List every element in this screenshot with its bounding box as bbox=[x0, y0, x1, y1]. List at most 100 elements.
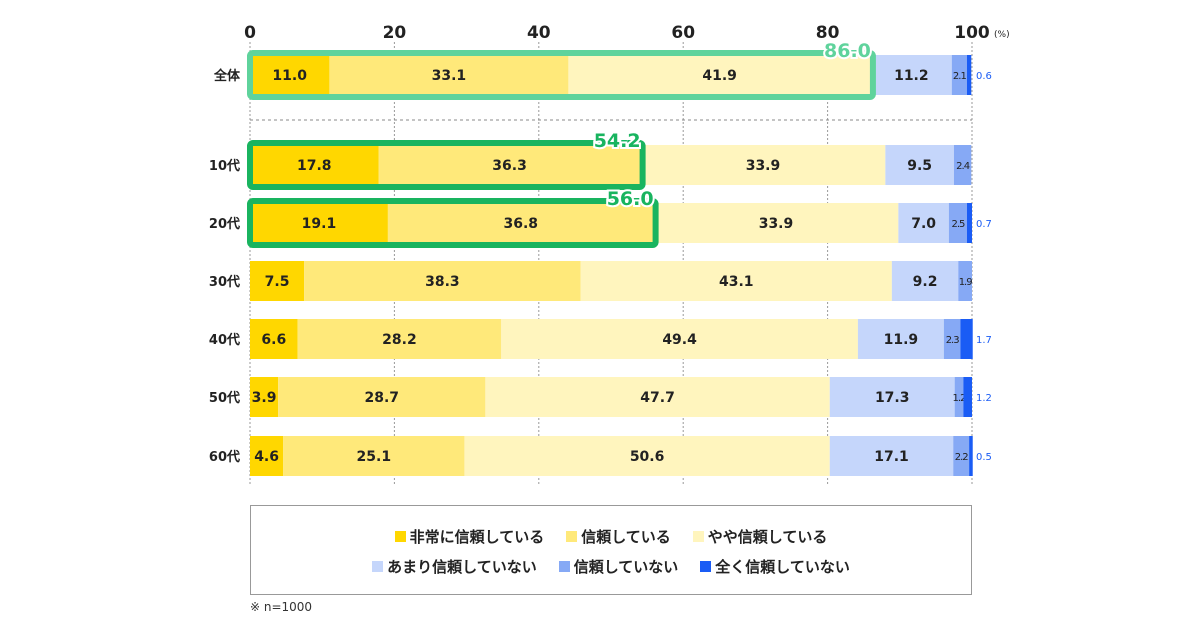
category-label: 50代 bbox=[209, 390, 240, 406]
legend-label: 非常に信頼している bbox=[409, 528, 545, 546]
bar-segment bbox=[960, 319, 973, 359]
legend-swatch bbox=[372, 561, 384, 572]
bar-segment bbox=[953, 436, 970, 476]
legend-label: 全く信頼していない bbox=[715, 558, 850, 576]
data-label: 0.7 bbox=[976, 219, 992, 230]
bar-segment bbox=[857, 319, 944, 359]
data-label: 36.3 bbox=[492, 158, 527, 174]
highlight-box bbox=[247, 140, 646, 190]
bar-segment bbox=[387, 203, 654, 243]
bar-segment bbox=[954, 377, 964, 417]
highlight-box bbox=[247, 198, 659, 248]
legend-item: 非常に信頼している bbox=[394, 526, 545, 547]
legend-item: やや信頼している bbox=[692, 526, 828, 547]
x-tick-label: 20 bbox=[383, 23, 407, 43]
bar-segment bbox=[653, 203, 899, 243]
legend-label: 信頼していない bbox=[573, 558, 679, 576]
data-label: 17.3 bbox=[875, 390, 910, 406]
bar-segment bbox=[951, 55, 967, 95]
bar-segment bbox=[953, 145, 972, 185]
legend-label: やや信頼している bbox=[707, 528, 828, 546]
legend: 非常に信頼している 信頼している やや信頼している あまり信頼していない 信頼していな… bbox=[250, 505, 972, 595]
category-label: 20代 bbox=[209, 216, 240, 232]
bar-segment bbox=[250, 145, 379, 185]
legend-swatch bbox=[394, 531, 406, 542]
bar-segment bbox=[966, 55, 972, 95]
legend-swatch bbox=[566, 531, 578, 542]
data-label: 2.1 bbox=[953, 71, 967, 82]
bar-segment bbox=[829, 377, 955, 417]
legend-label: 信頼している bbox=[581, 528, 671, 546]
data-label: 6.6 bbox=[261, 332, 286, 348]
x-tick-label: 0 bbox=[244, 23, 256, 43]
legend-item: 信頼している bbox=[566, 526, 671, 547]
highlight-total-label: 54.2 bbox=[594, 130, 641, 152]
legend-swatch bbox=[700, 561, 712, 572]
data-label: 50.6 bbox=[630, 449, 665, 465]
data-label: 43.1 bbox=[719, 274, 754, 290]
x-tick-label: 40 bbox=[527, 23, 551, 43]
data-label: 1.9 bbox=[959, 277, 973, 288]
data-label: 9.5 bbox=[907, 158, 932, 174]
bar-segment bbox=[485, 377, 830, 417]
bar-segment bbox=[969, 436, 973, 476]
legend-label: あまり信頼していない bbox=[387, 558, 537, 576]
data-label: 49.4 bbox=[662, 332, 697, 348]
sample-size-note: ※ n=1000 bbox=[250, 600, 313, 614]
data-label: 17.8 bbox=[297, 158, 332, 174]
bar-segment bbox=[640, 145, 886, 185]
data-label: 19.1 bbox=[302, 216, 337, 232]
bar-segment bbox=[250, 55, 330, 95]
category-label: 全体 bbox=[213, 68, 241, 84]
bar-segment bbox=[378, 145, 641, 185]
data-label: 0.5 bbox=[976, 452, 992, 463]
legend-row: あまり信頼していない 信頼していない 全く信頼していない bbox=[251, 556, 971, 577]
data-label: 11.0 bbox=[272, 68, 307, 84]
data-label: 33.1 bbox=[432, 68, 467, 84]
data-label: 7.0 bbox=[911, 216, 936, 232]
data-label: 2.4 bbox=[956, 161, 970, 172]
data-label: 2.5 bbox=[951, 219, 965, 230]
bar-segment bbox=[870, 55, 952, 95]
bar-segment bbox=[568, 55, 871, 95]
data-label: 33.9 bbox=[746, 158, 781, 174]
legend-item: 信頼していない bbox=[558, 556, 679, 577]
data-label: 1.7 bbox=[976, 335, 992, 346]
data-label: 2.2 bbox=[955, 452, 969, 463]
x-unit-label: (%) bbox=[994, 30, 1010, 40]
data-label: 33.9 bbox=[759, 216, 794, 232]
legend-swatch bbox=[558, 561, 570, 572]
bar-segment bbox=[250, 377, 279, 417]
data-label: 11.2 bbox=[894, 68, 929, 84]
data-label: 41.9 bbox=[702, 68, 737, 84]
highlight-total-label: 56.0 bbox=[607, 188, 654, 210]
x-tick-label: 100 bbox=[954, 23, 990, 43]
bar-segment bbox=[580, 261, 892, 301]
bar-segment bbox=[297, 319, 502, 359]
bar-segment bbox=[891, 261, 959, 301]
bar-segment bbox=[958, 261, 972, 301]
bar-segment bbox=[943, 319, 961, 359]
data-label: 25.1 bbox=[357, 449, 392, 465]
bar-segment bbox=[829, 436, 954, 476]
data-label: 36.8 bbox=[503, 216, 538, 232]
category-label: 30代 bbox=[209, 274, 240, 290]
legend-swatch bbox=[692, 531, 704, 542]
bar-segment bbox=[963, 377, 972, 417]
bar-segment bbox=[948, 203, 967, 243]
data-label: 47.7 bbox=[640, 390, 675, 406]
bar-segment bbox=[250, 319, 298, 359]
x-tick-label: 60 bbox=[671, 23, 695, 43]
bar-segment bbox=[283, 436, 465, 476]
bar-segment bbox=[250, 261, 305, 301]
data-label: 28.2 bbox=[382, 332, 417, 348]
data-label: 38.3 bbox=[425, 274, 460, 290]
bar-segment bbox=[898, 203, 949, 243]
data-label: 7.5 bbox=[265, 274, 290, 290]
bar-segment bbox=[501, 319, 858, 359]
legend-item: あまり信頼していない bbox=[372, 556, 537, 577]
highlight-total-label: 86.0 bbox=[824, 40, 871, 62]
bar-segment bbox=[464, 436, 830, 476]
bar-segment bbox=[278, 377, 486, 417]
data-label: 28.7 bbox=[364, 390, 399, 406]
